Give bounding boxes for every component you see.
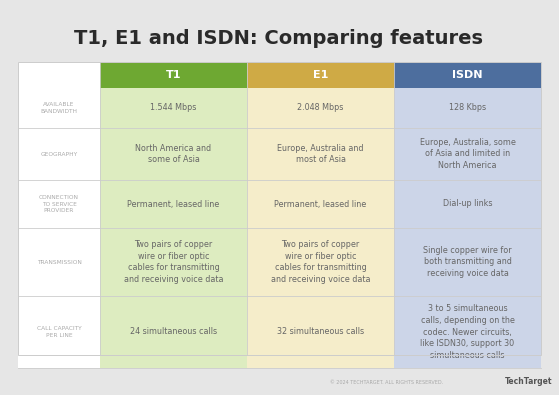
Text: Dial-up links: Dial-up links bbox=[443, 199, 492, 209]
Text: TechTarget: TechTarget bbox=[505, 378, 552, 386]
Bar bbox=[18, 180, 100, 228]
Bar bbox=[18, 128, 100, 180]
Text: © 2024 TECHTARGET. ALL RIGHTS RESERVED.: © 2024 TECHTARGET. ALL RIGHTS RESERVED. bbox=[330, 380, 443, 384]
Text: Two pairs of copper
wire or fiber optic
cables for transmitting
and receiving vo: Two pairs of copper wire or fiber optic … bbox=[124, 240, 223, 284]
Bar bbox=[247, 180, 394, 228]
Bar bbox=[247, 88, 394, 128]
Bar bbox=[100, 180, 247, 228]
Text: 2.048 Mbps: 2.048 Mbps bbox=[297, 103, 344, 113]
Bar bbox=[394, 228, 541, 296]
Bar bbox=[18, 228, 100, 296]
Bar bbox=[394, 128, 541, 180]
Bar bbox=[247, 228, 394, 296]
Text: Permanent, leased line: Permanent, leased line bbox=[127, 199, 220, 209]
Bar bbox=[394, 180, 541, 228]
Text: GEOGRAPHY: GEOGRAPHY bbox=[40, 152, 78, 156]
Bar bbox=[18, 88, 100, 128]
Bar bbox=[247, 128, 394, 180]
Text: 32 simultaneous calls: 32 simultaneous calls bbox=[277, 327, 364, 337]
Text: North America and
some of Asia: North America and some of Asia bbox=[135, 144, 211, 164]
Text: T1: T1 bbox=[166, 70, 181, 80]
Text: Europe, Australia, some
of Asia and limited in
North America: Europe, Australia, some of Asia and limi… bbox=[420, 138, 515, 170]
Text: Permanent, leased line: Permanent, leased line bbox=[274, 199, 367, 209]
Text: CALL CAPACITY
PER LINE: CALL CAPACITY PER LINE bbox=[37, 326, 81, 338]
Bar bbox=[18, 62, 541, 355]
Text: 3 to 5 simultaneous
calls, depending on the
codec. Newer circuits,
like ISDN30, : 3 to 5 simultaneous calls, depending on … bbox=[420, 304, 515, 360]
Text: ISDN: ISDN bbox=[452, 70, 483, 80]
Text: 128 Kbps: 128 Kbps bbox=[449, 103, 486, 113]
Bar bbox=[394, 296, 541, 368]
Bar bbox=[100, 62, 247, 88]
Text: 1.544 Mbps: 1.544 Mbps bbox=[150, 103, 197, 113]
Text: TRANSMISSION: TRANSMISSION bbox=[36, 260, 82, 265]
Text: T1, E1 and ISDN: Comparing features: T1, E1 and ISDN: Comparing features bbox=[74, 28, 484, 47]
Text: Europe, Australia and
most of Asia: Europe, Australia and most of Asia bbox=[277, 144, 364, 164]
Text: AVAILABLE
BANDWIDTH: AVAILABLE BANDWIDTH bbox=[40, 102, 78, 114]
Text: Single copper wire for
both transmitting and
receiving voice data: Single copper wire for both transmitting… bbox=[423, 246, 512, 278]
Bar bbox=[100, 128, 247, 180]
Text: 24 simultaneous calls: 24 simultaneous calls bbox=[130, 327, 217, 337]
Bar bbox=[100, 228, 247, 296]
Bar bbox=[247, 62, 394, 88]
Bar bbox=[247, 296, 394, 368]
Bar bbox=[100, 88, 247, 128]
Bar bbox=[394, 62, 541, 88]
Text: Two pairs of copper
wire or fiber optic
cables for transmitting
and receiving vo: Two pairs of copper wire or fiber optic … bbox=[271, 240, 370, 284]
Text: E1: E1 bbox=[313, 70, 328, 80]
Bar bbox=[18, 62, 541, 355]
Bar bbox=[100, 296, 247, 368]
Bar bbox=[18, 296, 100, 368]
Bar bbox=[394, 88, 541, 128]
Text: CONNECTION
TO SERVICE
PROVIDER: CONNECTION TO SERVICE PROVIDER bbox=[39, 195, 79, 213]
